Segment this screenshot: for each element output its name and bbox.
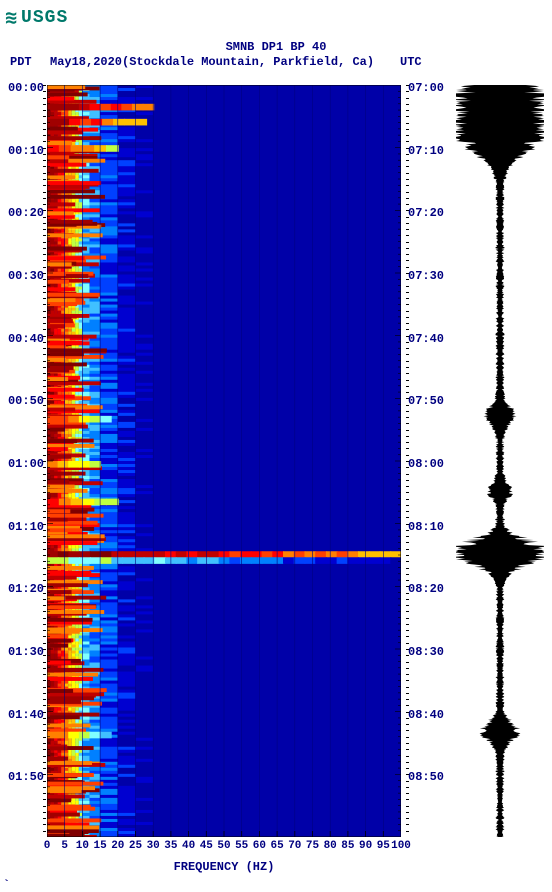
x-tick: 65 — [270, 840, 283, 852]
y-tick-left: 01:00 — [8, 457, 44, 471]
y-tick-left: 01:40 — [8, 708, 44, 722]
y-tick-right: 07:50 — [408, 394, 444, 408]
usgs-logo: ≋ USGS — [5, 5, 68, 31]
y-tick-left: 00:40 — [8, 332, 44, 346]
x-tick: 25 — [129, 840, 142, 852]
spectrogram-svg — [47, 85, 401, 837]
y-tick-right: 07:20 — [408, 206, 444, 220]
y-tick-right: 08:40 — [408, 708, 444, 722]
y-tick-right: 07:00 — [408, 81, 444, 95]
x-tick: 40 — [182, 840, 195, 852]
x-tick: 20 — [111, 840, 124, 852]
x-tick: 90 — [359, 840, 372, 852]
date-location-label: May18,2020(Stockdale Mountain, Parkfield… — [50, 55, 374, 69]
y-tick-right: 08:10 — [408, 520, 444, 534]
y-tick-left: 01:50 — [8, 770, 44, 784]
x-tick: 0 — [44, 840, 51, 852]
location-text: (Stockdale Mountain, Parkfield, Ca) — [122, 55, 374, 69]
y-tick-left: 00:10 — [8, 144, 44, 158]
logo-wave-icon: ≋ — [5, 5, 17, 31]
y-tick-left: 01:20 — [8, 582, 44, 596]
y-tick-right: 07:30 — [408, 269, 444, 283]
x-tick: 55 — [235, 840, 248, 852]
y-tick-right: 07:40 — [408, 332, 444, 346]
x-axis-label: FREQUENCY (HZ) — [47, 860, 401, 874]
x-tick: 95 — [377, 840, 390, 852]
timezone-left-label: PDT — [10, 55, 32, 69]
x-tick: 30 — [147, 840, 160, 852]
y-tick-left: 01:30 — [8, 645, 44, 659]
x-tick: 100 — [391, 840, 411, 852]
x-tick: 60 — [253, 840, 266, 852]
y-tick-left: 01:10 — [8, 520, 44, 534]
y-tick-right: 07:10 — [408, 144, 444, 158]
x-tick: 80 — [324, 840, 337, 852]
timezone-right-label: UTC — [400, 55, 422, 69]
waveform-panel — [455, 85, 545, 837]
y-tick-left: 00:30 — [8, 269, 44, 283]
x-tick: 70 — [288, 840, 301, 852]
y-tick-left: 00:00 — [8, 81, 44, 95]
y-axis-left: 00:0000:1000:2000:3000:4000:5001:0001:10… — [0, 85, 46, 837]
x-tick: 15 — [93, 840, 106, 852]
logo-text: USGS — [21, 8, 68, 28]
x-tick: 50 — [217, 840, 230, 852]
y-tick-left: 00:50 — [8, 394, 44, 408]
spectrogram-plot — [47, 85, 401, 837]
x-tick: 85 — [341, 840, 354, 852]
x-tick: 10 — [76, 840, 89, 852]
x-tick: 45 — [200, 840, 213, 852]
y-tick-right: 08:30 — [408, 645, 444, 659]
y-axis-right: 07:0007:1007:2007:3007:4007:5008:0008:10… — [406, 85, 452, 837]
x-tick: 5 — [61, 840, 68, 852]
y-tick-right: 08:20 — [408, 582, 444, 596]
waveform-svg — [455, 85, 545, 837]
chart-title: SMNB DP1 BP 40 — [0, 40, 552, 54]
y-tick-right: 08:50 — [408, 770, 444, 784]
x-tick: 35 — [164, 840, 177, 852]
x-tick: 75 — [306, 840, 319, 852]
y-tick-right: 08:00 — [408, 457, 444, 471]
y-tick-left: 00:20 — [8, 206, 44, 220]
date-text: May18,2020 — [50, 55, 122, 69]
corner-marker: ` — [3, 878, 10, 892]
